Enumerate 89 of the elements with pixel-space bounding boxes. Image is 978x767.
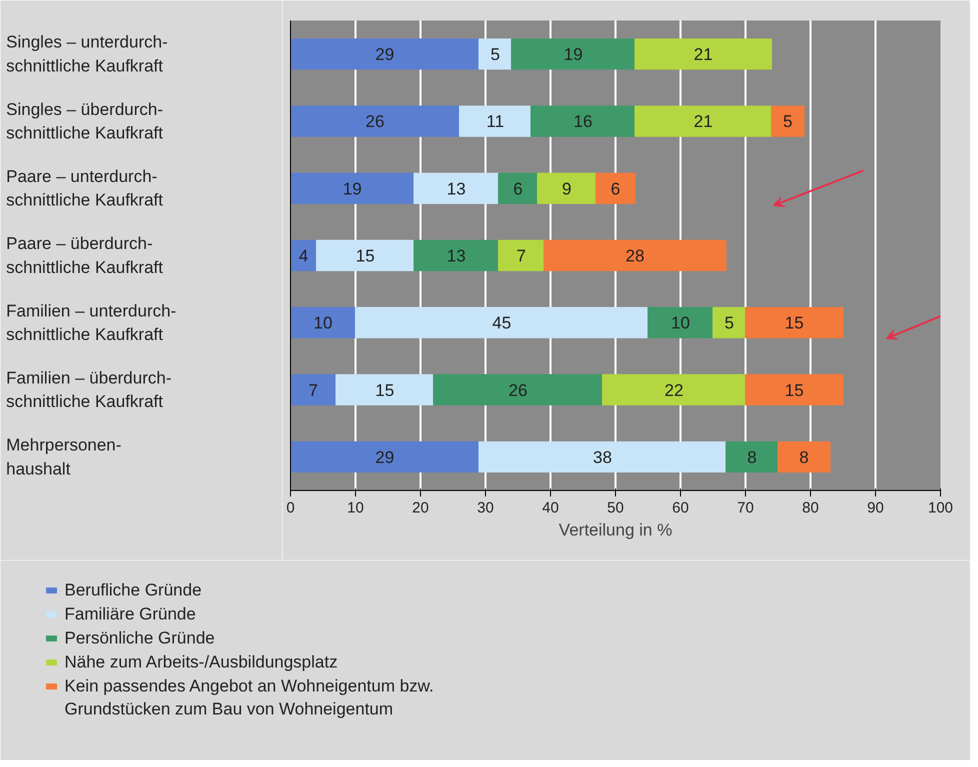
- bar: [596, 172, 636, 204]
- bar: [498, 240, 544, 272]
- data-label: 6: [513, 179, 523, 198]
- legend-label: Kein passendes Angebot an Wohneigentum bzw. Grundstücken zum Bau von Wohneigentum: [64, 676, 434, 718]
- data-label: 38: [593, 448, 612, 467]
- data-label: 29: [375, 45, 394, 64]
- data-label: 6: [610, 179, 620, 198]
- y-tick-label: Familien – unterdurch- schnittliche Kaufkraft: [6, 301, 176, 344]
- data-label: 10: [671, 314, 690, 333]
- bar: [537, 172, 596, 204]
- data-label: 13: [446, 179, 466, 198]
- data-label: 7: [516, 246, 526, 266]
- bar: [414, 240, 499, 272]
- y-tick-label: Paare – unterdurch- schnittliche Kaufkraft: [6, 166, 164, 210]
- y-tick-label: Mehrpersonen- haushalt: [6, 436, 122, 478]
- bar: [726, 441, 778, 473]
- bar: [478, 38, 512, 70]
- bar: [290, 172, 414, 204]
- y-tick-label: Familien – überdurch- schnittliche Kaufkraft: [6, 368, 172, 412]
- bar: [414, 172, 499, 204]
- data-label: 45: [492, 314, 512, 333]
- bar: [290, 307, 356, 338]
- x-tick-label: 50: [607, 500, 624, 516]
- bar: [355, 307, 648, 338]
- data-label: 15: [784, 380, 804, 400]
- data-label: 15: [784, 314, 804, 333]
- bar: [459, 106, 532, 137]
- bar: [498, 172, 538, 204]
- bar: [336, 374, 434, 406]
- bar: [290, 441, 480, 473]
- bar: [316, 240, 414, 272]
- bar: [290, 374, 336, 406]
- data-label: 13: [446, 246, 466, 266]
- bar: [544, 240, 726, 272]
- data-label: 19: [564, 45, 583, 64]
- data-label: 26: [508, 380, 528, 400]
- bar: [745, 374, 844, 406]
- data-label: 15: [356, 246, 375, 266]
- data-label: 5: [724, 314, 734, 333]
- bar: [771, 106, 804, 137]
- bar: [634, 38, 772, 70]
- bar: [745, 307, 844, 338]
- data-label: 28: [626, 246, 644, 266]
- x-tick-label: 30: [477, 500, 494, 516]
- y-tick-label: Singles – überdurch- schnittliche Kaufkraft: [6, 100, 164, 143]
- data-label: 5: [783, 112, 792, 132]
- y-tick-label: Singles – unterdurch- schnittliche Kaufkraft: [6, 32, 168, 76]
- bar: [511, 38, 636, 70]
- x-tick-label: 40: [542, 500, 559, 516]
- bar: [290, 38, 480, 70]
- x-tick-label: 0: [286, 500, 295, 516]
- x-tick-label: 60: [672, 500, 689, 516]
- data-label: 7: [308, 380, 318, 400]
- legend-label: Familiäre Gründe: [64, 604, 196, 624]
- bar: [648, 307, 714, 338]
- bar: [778, 441, 830, 473]
- data-label: 10: [314, 314, 332, 333]
- x-tick-label: 70: [737, 500, 754, 516]
- legend-label: Persönliche Gründe: [64, 628, 215, 648]
- data-label: 26: [366, 112, 384, 132]
- bar: [602, 374, 746, 406]
- bar: [712, 307, 746, 338]
- x-tick-label: 80: [802, 500, 819, 516]
- x-axis-title: Verteilung in %: [558, 520, 672, 540]
- bar: [530, 106, 636, 137]
- bar: [634, 106, 772, 137]
- data-label: 29: [375, 448, 394, 467]
- data-label: 4: [298, 246, 308, 266]
- data-label: 15: [375, 380, 394, 400]
- data-label: 9: [562, 179, 572, 198]
- data-label: 19: [342, 179, 362, 198]
- data-label: 8: [747, 448, 757, 467]
- data-label: 8: [799, 448, 809, 467]
- bar: [478, 441, 726, 473]
- data-label: 16: [574, 112, 592, 132]
- x-tick-label: 90: [867, 500, 884, 516]
- x-tick-label: 20: [412, 500, 429, 516]
- bar: [290, 106, 460, 137]
- y-tick-label: Paare – überdurch- schnittliche Kaufkraft: [6, 234, 164, 277]
- x-tick-label: 100: [928, 500, 954, 516]
- data-label: 22: [664, 380, 684, 400]
- x-tick-label: 10: [347, 500, 364, 516]
- legend-label: Berufliche Gründe: [64, 580, 202, 600]
- bar: [433, 374, 603, 406]
- legend-label: Nähe zum Arbeits-/Ausbildungsplatz: [64, 652, 338, 672]
- data-label: 11: [486, 112, 504, 132]
- data-label: 5: [490, 45, 500, 64]
- data-label: 21: [694, 45, 713, 64]
- data-label: 21: [694, 112, 713, 132]
